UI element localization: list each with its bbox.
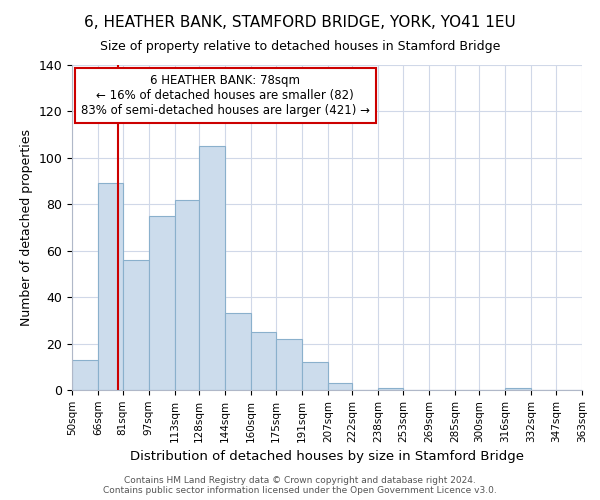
Text: 6, HEATHER BANK, STAMFORD BRIDGE, YORK, YO41 1EU: 6, HEATHER BANK, STAMFORD BRIDGE, YORK, … xyxy=(84,15,516,30)
Text: Contains HM Land Registry data © Crown copyright and database right 2024.
Contai: Contains HM Land Registry data © Crown c… xyxy=(103,476,497,495)
Bar xyxy=(122,260,149,390)
Bar xyxy=(175,200,199,390)
Bar xyxy=(251,332,275,390)
Bar xyxy=(505,388,532,390)
Text: 6 HEATHER BANK: 78sqm
← 16% of detached houses are smaller (82)
83% of semi-deta: 6 HEATHER BANK: 78sqm ← 16% of detached … xyxy=(80,74,370,118)
Bar xyxy=(379,388,403,390)
Bar xyxy=(72,360,98,390)
Text: Size of property relative to detached houses in Stamford Bridge: Size of property relative to detached ho… xyxy=(100,40,500,53)
Bar xyxy=(149,216,175,390)
Bar xyxy=(199,146,225,390)
Bar xyxy=(225,314,251,390)
Bar xyxy=(275,339,302,390)
Bar xyxy=(98,184,122,390)
Bar xyxy=(302,362,328,390)
Y-axis label: Number of detached properties: Number of detached properties xyxy=(20,129,33,326)
Bar xyxy=(328,383,352,390)
X-axis label: Distribution of detached houses by size in Stamford Bridge: Distribution of detached houses by size … xyxy=(130,450,524,463)
